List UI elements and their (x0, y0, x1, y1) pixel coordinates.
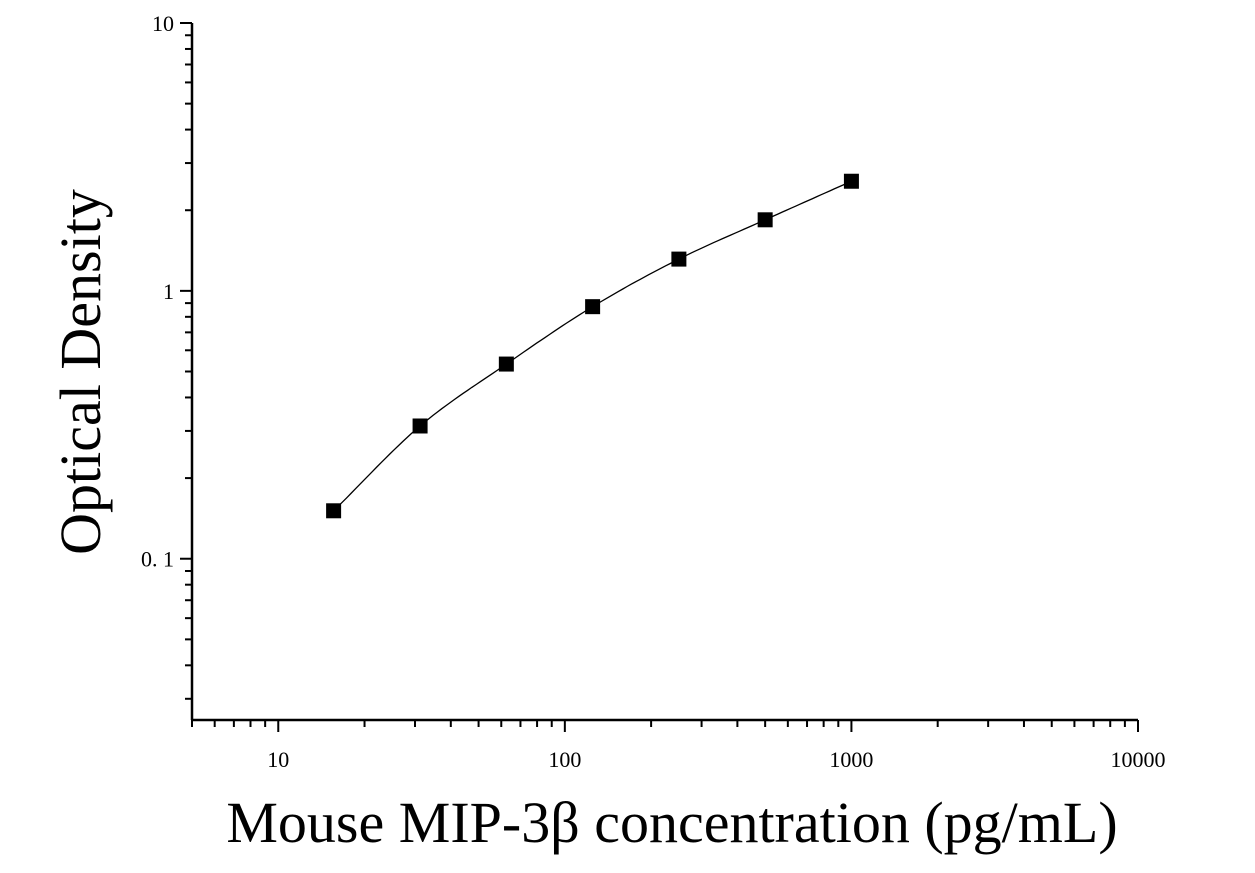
data-point (585, 299, 601, 315)
data-point (671, 251, 687, 267)
x-axis-title: Mouse MIP-3β concentration (pg/mL) (226, 790, 1117, 855)
fit-curve-layer (333, 180, 852, 512)
x-tick-label: 1000 (829, 747, 873, 772)
y-tick-label: 0. 1 (141, 547, 174, 572)
axes (190, 23, 1138, 722)
data-point (498, 356, 514, 372)
data-point (412, 418, 428, 434)
x-tick-label: 10000 (1111, 747, 1166, 772)
data-points (326, 173, 859, 519)
axis-ticks (180, 22, 1139, 732)
y-axis-title: Optical Density (48, 189, 113, 555)
data-point (326, 503, 342, 519)
x-tick-label: 10 (267, 747, 289, 772)
data-point (757, 212, 773, 228)
y-tick-label: 1 (163, 279, 174, 304)
axis-tick-labels: 10 100 1000 10000 0. 1 1 10 (141, 11, 1166, 772)
data-point (843, 173, 859, 189)
fit-curve (333, 180, 852, 512)
y-tick-label: 10 (152, 11, 174, 36)
x-tick-label: 100 (548, 747, 581, 772)
